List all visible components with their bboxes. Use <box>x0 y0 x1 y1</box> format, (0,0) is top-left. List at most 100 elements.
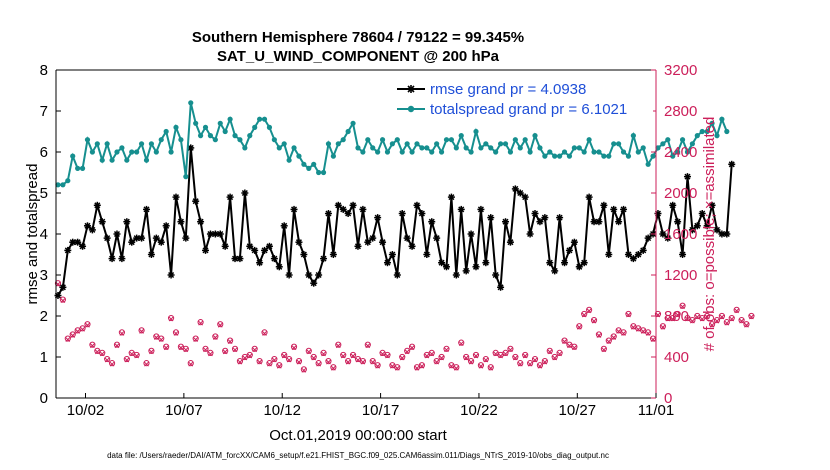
data-point <box>305 271 313 279</box>
x-tick-label: 10/07 <box>165 402 203 419</box>
data-point <box>334 201 342 209</box>
data-point <box>482 259 490 267</box>
obs-possible-point <box>133 351 140 359</box>
data-point <box>532 133 538 139</box>
data-point <box>659 230 667 238</box>
data-point <box>434 141 440 147</box>
obs-possible-point <box>536 362 544 369</box>
data-point <box>251 246 259 254</box>
obs-assimilated-point <box>734 308 740 314</box>
data-point <box>291 145 297 151</box>
obs-possible-point <box>108 360 116 367</box>
data-point <box>611 141 617 147</box>
obs-assimilated-point <box>581 312 587 318</box>
data-point <box>285 271 293 279</box>
obs-assimilated-point <box>724 320 730 326</box>
obs-possible-point <box>507 345 514 352</box>
data-point <box>129 149 135 155</box>
legend-rmse-marker <box>407 85 415 93</box>
data-point <box>241 189 249 197</box>
data-point <box>683 173 691 181</box>
data-file-note: data file: /Users/raeder/DAI/ATM_forcXX/… <box>107 451 609 460</box>
data-point <box>438 149 445 155</box>
obs-possible-point <box>605 337 612 344</box>
data-point <box>640 145 646 151</box>
obs-assimilated-point <box>404 349 410 355</box>
y-tick-label-right: 800 <box>664 308 689 325</box>
data-point <box>511 185 519 193</box>
data-point <box>542 153 548 159</box>
data-point <box>517 145 523 151</box>
obs-assimilated-point <box>178 345 184 351</box>
chart-title-line-1: Southern Hemisphere 78604 / 79122 = 99.3… <box>192 29 524 46</box>
data-point <box>502 218 510 226</box>
data-point <box>679 137 686 143</box>
data-point <box>306 165 312 171</box>
data-point <box>88 226 96 234</box>
data-point <box>365 137 371 143</box>
data-point <box>398 210 406 217</box>
obs-assimilated-point <box>193 337 199 342</box>
data-point <box>566 153 573 159</box>
data-point <box>354 242 362 250</box>
obs-assimilated-point <box>453 365 459 371</box>
obs-possible-point <box>472 351 480 359</box>
obs-assimilated-point <box>650 337 656 342</box>
obs-assimilated-point <box>444 347 449 353</box>
data-point <box>384 149 391 155</box>
data-point <box>601 153 607 159</box>
data-point <box>409 149 415 155</box>
obs-assimilated-point <box>252 347 258 353</box>
obs-possible-point <box>708 321 716 328</box>
obs-assimilated-point <box>527 361 533 367</box>
obs-possible-point <box>54 280 62 287</box>
obs-assimilated-point <box>311 355 317 361</box>
obs-assimilated-point <box>409 345 415 351</box>
obs-assimilated-point <box>699 316 705 322</box>
series-layer <box>54 100 755 373</box>
data-point <box>698 210 706 217</box>
obs-possible-point <box>713 317 721 324</box>
legend-rmse-label: rmse grand pr = 4.0938 <box>430 81 586 98</box>
obs-assimilated-point <box>458 341 464 347</box>
obs-possible-point <box>669 314 676 322</box>
data-point <box>104 141 110 147</box>
obs-assimilated-point <box>247 353 253 359</box>
obs-assimilated-point <box>744 322 749 328</box>
data-point <box>674 218 682 226</box>
data-point <box>660 141 666 147</box>
data-point <box>625 153 632 159</box>
obs-possible-point <box>453 364 460 371</box>
x-tick-label: 10/17 <box>362 402 400 419</box>
y-tick-label-left: 7 <box>40 103 48 120</box>
data-point <box>452 271 460 279</box>
obs-assimilated-point <box>281 353 287 359</box>
data-point <box>670 153 676 159</box>
data-point <box>280 222 288 230</box>
data-point <box>261 116 268 122</box>
data-point <box>694 133 700 139</box>
obs-assimilated-point <box>85 322 90 328</box>
obs-possible-point <box>310 353 317 361</box>
y-tick-label-left: 4 <box>40 226 48 243</box>
obs-assimilated-point <box>439 355 444 361</box>
obs-assimilated-point <box>601 347 607 353</box>
obs-assimilated-point <box>217 322 223 328</box>
obs-assimilated-point <box>739 318 744 324</box>
obs-possible-point <box>251 345 258 352</box>
data-point <box>206 230 214 238</box>
obs-possible-point <box>286 355 293 363</box>
obs-assimilated-point <box>306 349 312 355</box>
obs-possible-point <box>369 358 376 365</box>
data-point <box>664 234 672 242</box>
obs-assimilated-point <box>331 365 336 371</box>
obs-assimilated-point <box>694 314 700 320</box>
y-tick-label-left: 3 <box>40 267 48 284</box>
data-point <box>624 251 632 258</box>
data-point <box>197 218 205 226</box>
obs-possible-point <box>704 312 711 320</box>
x-tick-label: 10/02 <box>67 402 105 419</box>
data-point <box>703 222 711 230</box>
data-point <box>531 210 539 217</box>
obs-assimilated-point <box>709 322 715 328</box>
